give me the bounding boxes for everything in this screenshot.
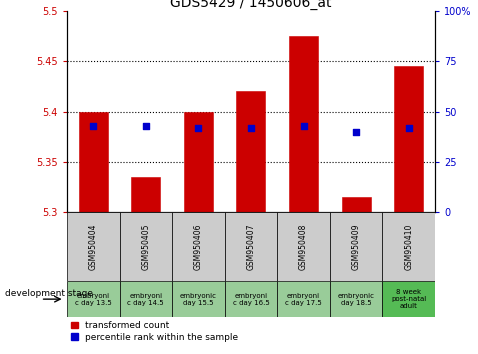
Bar	[342, 197, 370, 212]
Point	[247, 125, 255, 131]
Bar	[237, 91, 265, 212]
Bar	[330, 281, 382, 317]
Text: embryoni
c day 14.5: embryoni c day 14.5	[128, 293, 164, 306]
Text: development stage: development stage	[5, 289, 93, 298]
Text: GSM950409: GSM950409	[352, 224, 360, 270]
Text: embryonic
day 18.5: embryonic day 18.5	[337, 293, 375, 306]
Bar	[394, 66, 423, 212]
Bar	[79, 112, 108, 212]
Bar	[184, 112, 213, 212]
Text: embryoni
c day 17.5: embryoni c day 17.5	[285, 293, 322, 306]
Text: GSM950408: GSM950408	[299, 224, 308, 270]
Bar	[120, 212, 172, 281]
Bar	[120, 281, 172, 317]
Bar	[382, 281, 435, 317]
Bar	[67, 212, 120, 281]
Title: GDS5429 / 1450606_at: GDS5429 / 1450606_at	[170, 0, 332, 10]
Bar	[382, 212, 435, 281]
Text: GSM950405: GSM950405	[141, 224, 150, 270]
Bar	[330, 212, 382, 281]
Bar	[225, 281, 277, 317]
Text: embryonic
day 15.5: embryonic day 15.5	[180, 293, 217, 306]
Point	[142, 123, 150, 129]
Bar	[277, 281, 330, 317]
Text: GSM950410: GSM950410	[404, 224, 413, 270]
Text: GSM950404: GSM950404	[89, 224, 98, 270]
Bar	[67, 281, 120, 317]
Point	[352, 129, 360, 135]
Bar	[225, 212, 277, 281]
Text: embryoni
c day 16.5: embryoni c day 16.5	[233, 293, 269, 306]
Bar	[289, 36, 318, 212]
Point	[195, 125, 202, 131]
Text: embryoni
c day 13.5: embryoni c day 13.5	[75, 293, 111, 306]
Text: GSM950407: GSM950407	[247, 224, 255, 270]
Point	[89, 123, 97, 129]
Bar	[277, 212, 330, 281]
Bar	[172, 212, 225, 281]
Point	[300, 123, 307, 129]
Bar	[131, 177, 160, 212]
Bar	[172, 281, 225, 317]
Text: 8 week
post-natal
adult: 8 week post-natal adult	[391, 289, 426, 309]
Point	[405, 125, 413, 131]
Legend: transformed count, percentile rank within the sample: transformed count, percentile rank withi…	[71, 321, 238, 342]
Text: GSM950406: GSM950406	[194, 224, 203, 270]
